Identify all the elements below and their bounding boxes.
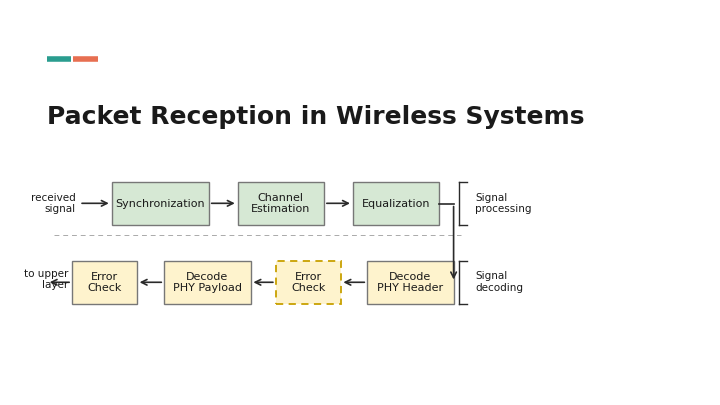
Text: received
signal: received signal: [31, 192, 76, 214]
Text: Channel
Estimation: Channel Estimation: [251, 193, 310, 214]
FancyBboxPatch shape: [112, 182, 209, 225]
Text: Signal
processing: Signal processing: [475, 192, 531, 214]
Text: Signal
decoding: Signal decoding: [475, 271, 523, 293]
Text: Decode
PHY Header: Decode PHY Header: [377, 272, 444, 293]
FancyBboxPatch shape: [367, 261, 454, 304]
FancyBboxPatch shape: [276, 261, 341, 304]
FancyBboxPatch shape: [72, 261, 137, 304]
FancyBboxPatch shape: [353, 182, 439, 225]
Text: Equalization: Equalization: [361, 198, 431, 209]
Text: Error
Check: Error Check: [291, 272, 325, 293]
Text: Synchronization: Synchronization: [115, 198, 205, 209]
Text: Error
Check: Error Check: [87, 272, 122, 293]
FancyBboxPatch shape: [164, 261, 251, 304]
Text: Packet Reception in Wireless Systems: Packet Reception in Wireless Systems: [47, 105, 585, 129]
Text: Decode
PHY Payload: Decode PHY Payload: [173, 272, 242, 293]
Text: to upper
layer: to upper layer: [24, 269, 68, 290]
FancyBboxPatch shape: [238, 182, 324, 225]
